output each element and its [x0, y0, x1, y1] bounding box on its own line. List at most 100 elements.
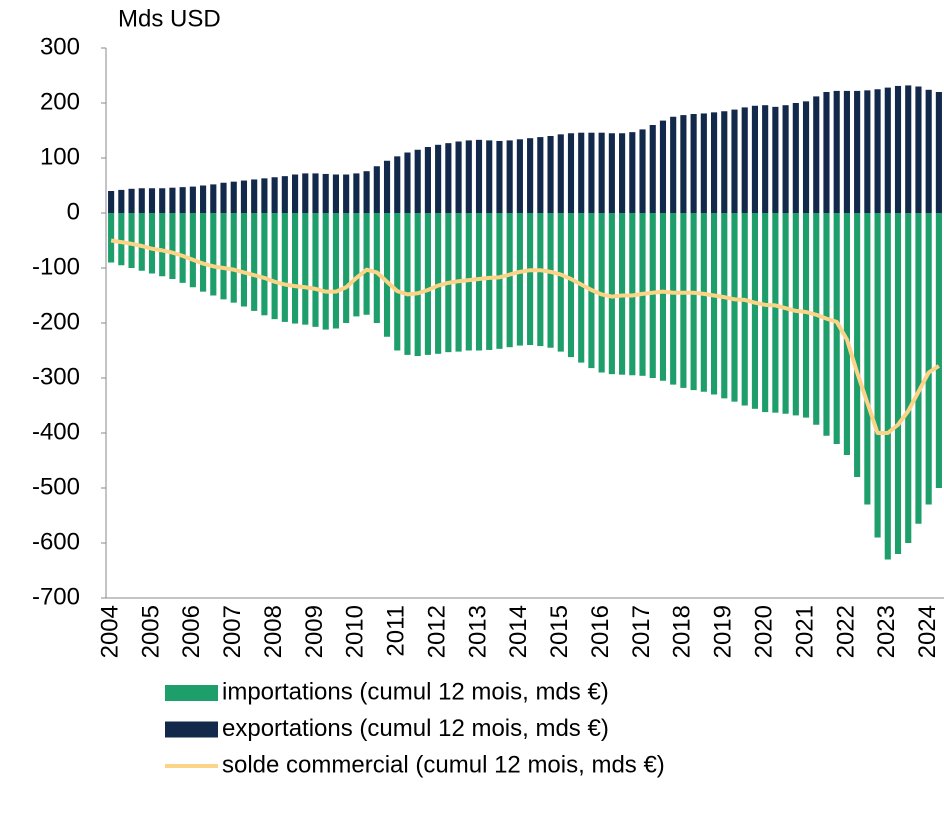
bar [363, 171, 370, 213]
bar [210, 184, 217, 213]
bar [782, 105, 789, 213]
bar [935, 92, 942, 213]
bar [843, 90, 850, 213]
y-tick-label: 100 [40, 143, 80, 170]
bar [843, 213, 850, 455]
bar [710, 112, 718, 213]
x-tick-label: 2005 [137, 605, 164, 658]
legend-label: solde commercial (cumul 12 mois, mds €) [222, 751, 665, 778]
bar [894, 213, 902, 554]
bar [159, 213, 166, 277]
bar [751, 105, 759, 213]
bar [608, 213, 615, 375]
bar [700, 113, 707, 213]
bar [670, 116, 677, 213]
bar [200, 213, 207, 292]
bar [435, 144, 442, 213]
bar [251, 179, 258, 213]
bar [751, 213, 759, 409]
y-tick-label: -400 [32, 418, 80, 445]
bar [680, 115, 687, 213]
bar [527, 213, 534, 345]
bar [414, 149, 421, 213]
y-tick-label: -500 [32, 473, 80, 500]
bar [373, 213, 380, 323]
bar [578, 132, 585, 213]
bar [343, 174, 350, 213]
bar [486, 140, 493, 213]
bar [802, 101, 810, 213]
bar [332, 174, 340, 213]
bar [854, 90, 861, 213]
bar [220, 213, 227, 300]
bar [383, 160, 391, 213]
bar [148, 188, 156, 213]
bar [639, 129, 646, 213]
bar [894, 85, 902, 213]
bar [905, 213, 912, 543]
bar [128, 213, 135, 268]
bar [557, 213, 564, 352]
legend-swatch [165, 685, 218, 701]
bar [925, 89, 932, 213]
y-tick-label: -200 [32, 308, 80, 335]
bar [455, 141, 462, 213]
bar [792, 103, 799, 213]
x-tick-label: 2023 [873, 605, 900, 658]
bar [240, 213, 248, 307]
bar [128, 188, 135, 213]
bar [312, 213, 319, 327]
legend-swatch [165, 721, 218, 738]
y-tick-label: -600 [32, 528, 80, 555]
y-tick-label: 0 [67, 198, 80, 225]
bar [496, 140, 503, 213]
bar [210, 213, 217, 296]
bar [721, 111, 728, 213]
bar [220, 182, 227, 213]
bar [772, 106, 779, 213]
bar [741, 107, 748, 213]
bar [475, 139, 483, 213]
bar [721, 213, 728, 399]
bar [659, 213, 667, 381]
bar [118, 189, 125, 213]
bar [312, 173, 319, 213]
x-tick-label: 2015 [546, 605, 573, 658]
bar [649, 213, 656, 378]
bar [322, 173, 329, 213]
bar [261, 178, 268, 213]
bar [169, 187, 176, 213]
bar [731, 109, 738, 213]
x-tick-label: 2004 [96, 605, 123, 658]
bar [496, 213, 503, 349]
x-tick-label: 2019 [710, 605, 737, 658]
bar [670, 213, 677, 385]
bar [373, 166, 380, 213]
bar [435, 213, 442, 354]
legend-label: importations (cumul 12 mois, mds €) [222, 678, 609, 705]
bar [108, 191, 115, 213]
balance-line [110, 238, 940, 435]
bar [619, 133, 626, 213]
x-tick-label: 2024 [914, 605, 941, 658]
bar [680, 213, 687, 388]
bar [864, 90, 871, 213]
bar [138, 188, 145, 213]
bar [230, 213, 237, 303]
bar [854, 213, 861, 477]
x-tick-label: 2022 [832, 605, 859, 658]
bar [823, 213, 830, 436]
bar [567, 213, 575, 358]
bar [475, 213, 483, 351]
bar [414, 213, 421, 356]
bar [189, 186, 196, 213]
bar [690, 213, 697, 391]
bar [516, 139, 523, 213]
bar [915, 213, 922, 524]
bar [230, 181, 237, 213]
bar [537, 137, 544, 213]
bar [578, 213, 585, 363]
bar [833, 213, 840, 444]
x-tick-label: 2011 [383, 605, 410, 657]
